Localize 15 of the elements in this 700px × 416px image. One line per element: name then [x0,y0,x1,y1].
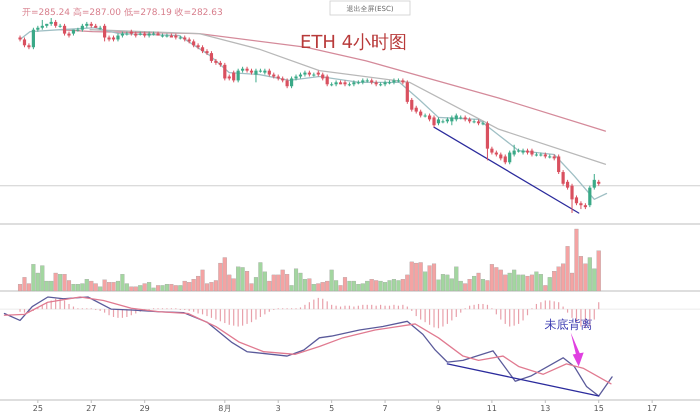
text: ETH 4小时图 [300,32,408,53]
x-tick-label: 8月 [218,404,232,413]
x-tick-label: 13 [540,404,550,413]
x-tick-label: 17 [647,404,658,413]
annotation: 未底背离 [544,317,593,332]
x-tick-label: 27 [86,404,96,413]
x-tick-label: 11 [486,404,497,413]
x-tick-label: 3 [276,404,281,413]
x-tick-label: 25 [32,404,43,413]
x-tick-label: 15 [594,404,604,413]
x-tick-label: 7 [382,404,388,413]
x-tick-label: 5 [329,404,334,413]
x-tick-label: 9 [436,404,442,413]
x-tick-label: 29 [140,404,150,413]
annotation: 开=285.24 高=287.00 低=278.19 收=282.63 [22,7,223,18]
